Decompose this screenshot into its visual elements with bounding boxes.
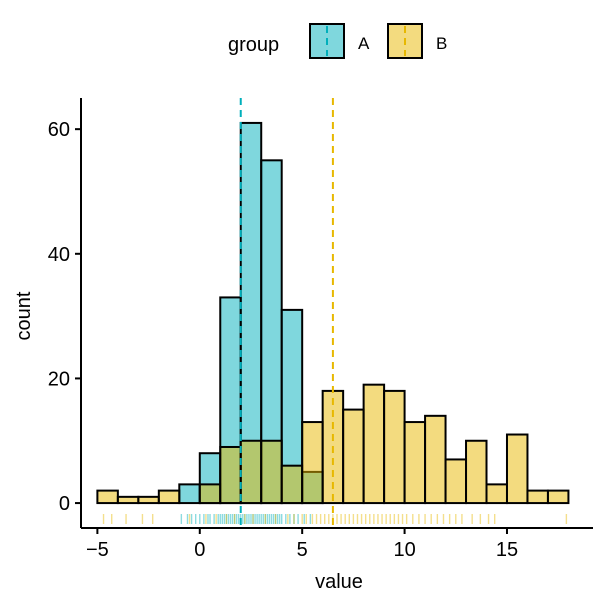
bar-b--2 (157, 489, 181, 505)
bar-b-13 (465, 439, 488, 505)
bar-b-8 (362, 383, 386, 505)
bar-b-16 (526, 489, 549, 505)
bar-b-17 (546, 489, 570, 505)
bar-b-7 (342, 408, 365, 505)
bar-b-3 (260, 439, 283, 505)
bar-b--3 (137, 495, 160, 505)
bar-b-1 (219, 445, 242, 505)
series-b-bars (96, 383, 570, 505)
y-tick-label: 0 (59, 493, 70, 515)
legend-title: group (228, 34, 279, 56)
bar-a--1 (178, 483, 201, 505)
legend-label-b: B (436, 34, 447, 53)
bar-b-2 (239, 439, 263, 505)
bar-b-4 (280, 464, 304, 505)
bar-b-5 (301, 421, 324, 505)
bar-b-11 (424, 414, 447, 505)
x-axis-label: value (315, 571, 363, 593)
x-axis-ticks: −5 0 5 10 15 (86, 528, 518, 561)
x-tick-label: 5 (297, 539, 308, 561)
legend-label-a: A (358, 34, 370, 53)
bar-b-12 (444, 458, 468, 505)
y-tick-label: 60 (48, 119, 70, 141)
bar-b-10 (403, 421, 427, 505)
x-tick-label: 15 (496, 539, 518, 561)
bar-b--4 (116, 495, 140, 505)
x-tick-label: 0 (194, 539, 205, 561)
bar-b-15 (505, 433, 529, 505)
rug-marks (102, 514, 568, 524)
legend: group A B (228, 23, 447, 59)
y-axis-label: count (13, 291, 35, 340)
bar-b-9 (383, 389, 406, 505)
y-tick-label: 40 (48, 244, 70, 266)
bar-b-14 (485, 483, 508, 505)
x-tick-label: 10 (393, 539, 415, 561)
x-tick-label: −5 (86, 539, 109, 561)
bar-b--5 (96, 489, 119, 505)
y-tick-label: 20 (48, 368, 70, 390)
y-axis-ticks: 0 20 40 60 (48, 119, 81, 515)
bar-b-0 (198, 483, 222, 505)
